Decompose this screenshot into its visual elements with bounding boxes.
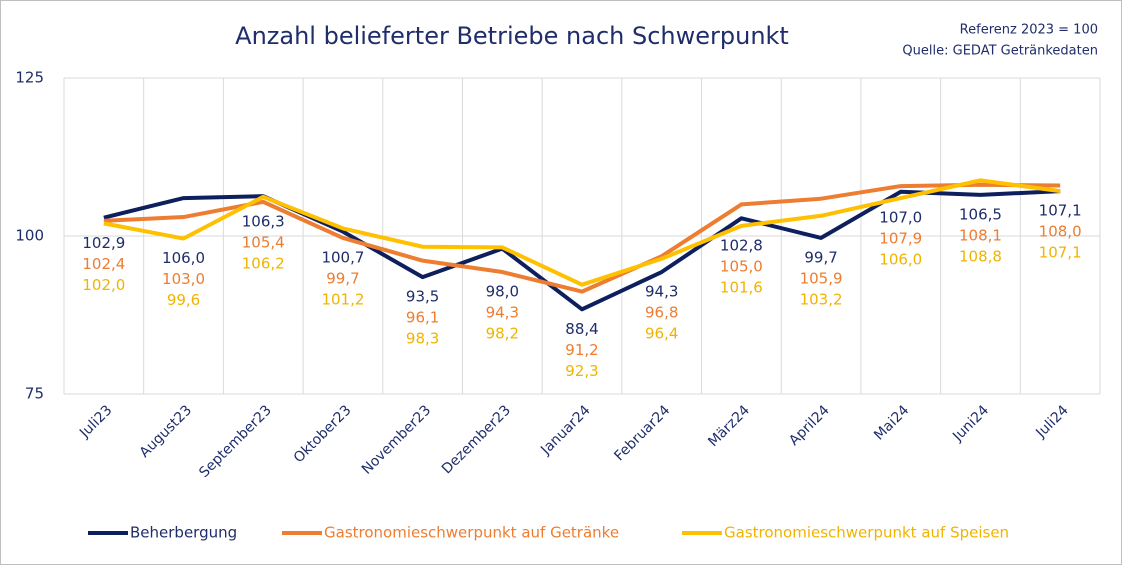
data-label: 92,3: [565, 362, 598, 380]
data-label: 106,5: [959, 205, 1002, 223]
data-label: 103,0: [162, 270, 205, 288]
data-label: 105,4: [242, 233, 285, 251]
data-label: 106,0: [879, 251, 922, 269]
data-label: 99,7: [804, 248, 837, 266]
data-label: 107,1: [1039, 202, 1082, 220]
data-label: 98,2: [486, 325, 519, 343]
data-label: 88,4: [565, 320, 598, 338]
chart-title: Anzahl belieferter Betriebe nach Schwerp…: [235, 22, 789, 50]
data-label: 106,3: [242, 212, 285, 230]
data-label: 107,9: [879, 230, 922, 248]
data-label: 105,9: [800, 269, 843, 287]
data-label: 107,1: [1039, 244, 1082, 262]
data-label: 108,1: [959, 226, 1002, 244]
data-label: 106,0: [162, 249, 205, 267]
data-label: 98,3: [406, 330, 439, 348]
y-tick-label: 125: [15, 69, 44, 87]
annotation: Quelle: GEDAT Getränkedaten: [902, 44, 1098, 59]
data-label: 103,2: [800, 290, 843, 308]
data-label: 93,5: [406, 288, 439, 306]
data-label: 106,2: [242, 254, 285, 272]
y-tick-label: 100: [15, 227, 44, 245]
y-tick-label: 75: [25, 385, 44, 403]
data-label: 102,0: [82, 276, 125, 294]
data-label: 100,7: [321, 248, 364, 266]
legend-label: Gastronomieschwerpunkt auf Getränke: [324, 524, 619, 542]
data-label: 96,4: [645, 325, 678, 343]
data-label: 94,3: [645, 283, 678, 301]
data-label: 102,9: [82, 234, 125, 252]
data-label: 96,8: [645, 304, 678, 322]
data-label: 99,7: [326, 269, 359, 287]
data-label: 101,6: [720, 278, 763, 296]
annotation: Referenz 2023 = 100: [960, 23, 1098, 38]
data-label: 108,8: [959, 247, 1002, 265]
data-label: 96,1: [406, 309, 439, 327]
legend-label: Gastronomieschwerpunkt auf Speisen: [724, 524, 1009, 542]
data-label: 99,6: [167, 291, 200, 309]
data-label: 107,0: [879, 209, 922, 227]
data-label: 94,3: [486, 304, 519, 322]
data-label: 91,2: [565, 341, 598, 359]
data-label: 108,0: [1039, 223, 1082, 241]
line: [103, 182, 1061, 294]
legend-label: Beherbergung: [130, 524, 237, 542]
data-label: 98,0: [486, 283, 519, 301]
data-label: 102,8: [720, 236, 763, 254]
data-label: 105,0: [720, 257, 763, 275]
data-label: 102,4: [82, 255, 125, 273]
line: [103, 178, 1061, 287]
data-label: 101,2: [321, 290, 364, 308]
